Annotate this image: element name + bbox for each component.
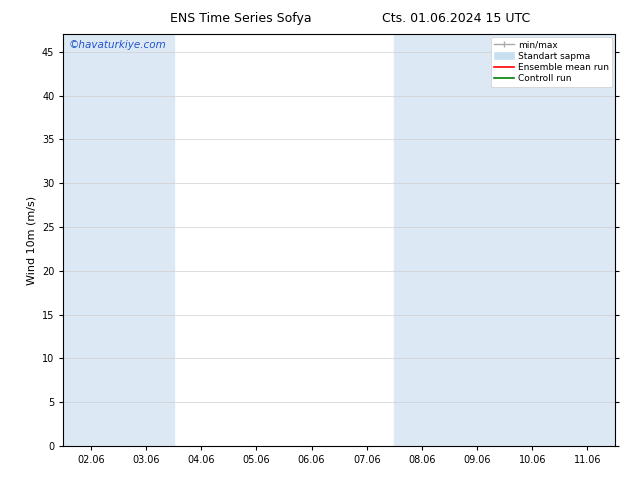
Y-axis label: Wind 10m (m/s): Wind 10m (m/s) — [27, 196, 36, 285]
Legend: min/max, Standart sapma, Ensemble mean run, Controll run: min/max, Standart sapma, Ensemble mean r… — [491, 37, 612, 87]
Text: ©havaturkiye.com: ©havaturkiye.com — [69, 41, 167, 50]
Text: Cts. 01.06.2024 15 UTC: Cts. 01.06.2024 15 UTC — [382, 12, 531, 25]
Bar — [394, 34, 505, 446]
Bar — [505, 34, 615, 446]
Text: ENS Time Series Sofya: ENS Time Series Sofya — [170, 12, 312, 25]
Bar — [63, 34, 174, 446]
